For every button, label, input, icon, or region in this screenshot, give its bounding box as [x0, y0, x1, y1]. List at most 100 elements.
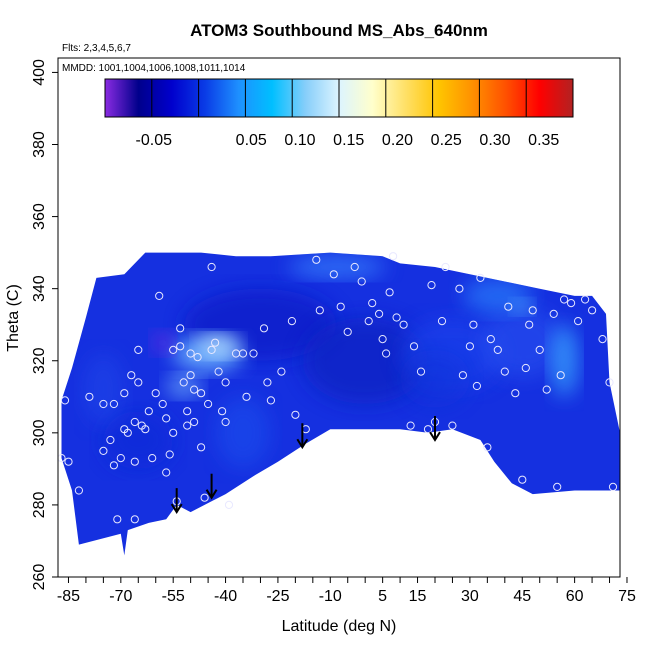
observation-point [109, 461, 119, 470]
observation-point [165, 450, 174, 459]
dates-note: MMDD: 1001,1004,1006,1008,1011,1014 [62, 63, 246, 74]
y-axis: 260 280 300 320 340 360 380 400 [31, 59, 58, 590]
x-tick-label: 45 [513, 588, 531, 605]
colorbar-label: 0.30 [479, 132, 510, 149]
observation-point [542, 385, 551, 394]
observation-point [560, 295, 569, 304]
observation-point [574, 317, 583, 326]
y-tick-label: 380 [31, 131, 48, 158]
observation-point [200, 493, 209, 502]
observation-point [134, 345, 143, 354]
observation-point [567, 299, 576, 308]
observation-point [113, 515, 122, 524]
colorbar-label: -0.05 [136, 132, 173, 149]
observation-point [312, 255, 321, 264]
observation-point [263, 378, 272, 387]
y-tick-label: 300 [31, 419, 48, 446]
observation-point [207, 262, 216, 272]
colorbar-label: 0.20 [382, 132, 413, 149]
observation-point [130, 417, 139, 427]
arrow-annotations [170, 416, 441, 515]
observation-point [476, 273, 485, 282]
y-tick-label: 340 [31, 275, 48, 302]
observation-point [378, 335, 387, 344]
y-tick-label: 320 [31, 347, 48, 374]
observation-point [518, 475, 527, 484]
observation-point [193, 353, 202, 362]
x-tick-label: -85 [57, 588, 80, 605]
observation-point [74, 486, 84, 495]
observation-point [109, 399, 119, 409]
observation-point [455, 284, 464, 293]
observation-point [158, 399, 167, 409]
observation-point [183, 407, 192, 416]
observation-point [183, 421, 192, 430]
observation-point [416, 367, 426, 376]
observation-point [375, 309, 384, 318]
chart-title: ATOM3 Southbound MS_Abs_640nm [190, 21, 488, 40]
observation-point [169, 428, 178, 437]
observation-point [242, 392, 251, 401]
observation-point [130, 515, 139, 524]
observation-point [186, 371, 195, 380]
x-tick-label: 60 [566, 588, 584, 605]
x-tick-label: 15 [409, 588, 427, 605]
observation-point [238, 349, 248, 358]
colorbar-label: 0.05 [236, 132, 267, 149]
observation-point [556, 371, 565, 380]
x-tick-label: -40 [214, 588, 237, 605]
observation-point [511, 389, 520, 398]
y-tick-label: 260 [31, 564, 48, 591]
observation-point [106, 435, 115, 445]
observation-point [60, 396, 70, 405]
observation-point [528, 306, 537, 315]
observation-point [64, 457, 73, 466]
down-arrow-icon [205, 473, 218, 500]
observation-point [382, 349, 391, 358]
colorbar-label: 0.25 [431, 132, 462, 149]
down-arrow-icon [296, 423, 309, 450]
y-tick-label: 280 [31, 491, 48, 518]
observation-point [504, 302, 513, 311]
observation-point [190, 385, 199, 394]
observation-point [249, 349, 258, 358]
colorbar-label: 0.15 [333, 132, 364, 149]
observation-point [336, 302, 345, 311]
observation-point [605, 378, 614, 387]
observation-point [427, 281, 436, 290]
observation-point [221, 417, 230, 427]
observation-point [162, 468, 171, 477]
observation-point [151, 389, 160, 398]
observation-point [343, 327, 352, 336]
observation-point [218, 407, 227, 416]
observation-point [155, 291, 164, 300]
observation-point [207, 345, 216, 354]
observation-point [409, 342, 419, 351]
observation-point [357, 277, 366, 286]
down-arrow-icon [429, 416, 441, 442]
observation-point [472, 381, 481, 391]
observation-point [221, 378, 230, 387]
observation-point [266, 396, 275, 405]
x-axis: -85 -70 -55 -40 -25 -10 5 15 30 45 60 75 [57, 577, 636, 605]
observation-point [214, 367, 223, 376]
observation-point [423, 425, 433, 434]
observation-point [521, 363, 530, 373]
observation-point [458, 371, 467, 380]
observation-point [581, 295, 590, 304]
observation-point [197, 443, 206, 452]
x-tick-label: -25 [266, 588, 289, 605]
y-tick-label: 360 [31, 203, 48, 230]
x-tick-label: 5 [378, 588, 387, 605]
colorbar-label: 0.35 [528, 132, 559, 149]
observation-point [130, 457, 139, 466]
observation-point [123, 428, 132, 437]
colorbar-label: 0.10 [284, 132, 315, 149]
plot-frame [57, 57, 621, 578]
observation-point [144, 407, 153, 416]
observation-point [329, 270, 338, 279]
observation-point [483, 443, 492, 452]
observation-point [179, 378, 188, 387]
observation-point [588, 306, 597, 315]
